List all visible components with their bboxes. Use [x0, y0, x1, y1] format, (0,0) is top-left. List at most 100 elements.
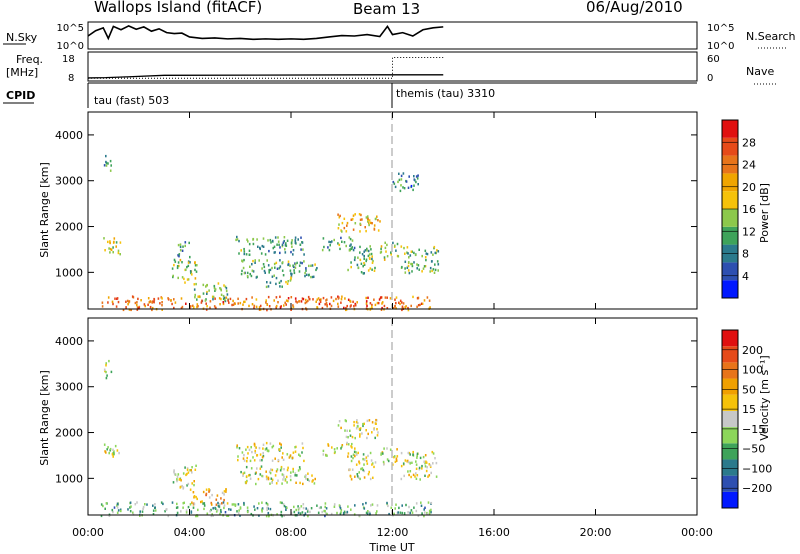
velocity-cell: [243, 503, 245, 506]
velocity-cell: [339, 507, 342, 510]
power-cell: [361, 218, 363, 221]
velocity-cell: [358, 462, 361, 465]
power-cell: [202, 292, 205, 295]
velocity-cell: [173, 469, 175, 472]
power-cell: [285, 244, 288, 247]
power-cell: [205, 285, 207, 288]
power-cell: [338, 243, 341, 247]
velocity-cell: [286, 453, 289, 456]
power-cell: [348, 249, 351, 252]
velocity-cell: [357, 451, 359, 455]
power-cell: [395, 296, 398, 299]
velocity-cell: [350, 445, 352, 448]
velocity-cell: [414, 475, 416, 478]
power-cell: [370, 248, 372, 251]
power-cell: [410, 304, 412, 308]
velocity-cell: [113, 450, 115, 453]
velocity-cell: [104, 450, 106, 453]
power-cell: [359, 230, 361, 233]
velocity-cell: [191, 482, 193, 485]
power-cell: [290, 250, 292, 254]
power-cell: [301, 261, 303, 265]
power-ytick-label: 2000: [55, 221, 83, 234]
power-cell: [253, 304, 256, 308]
power-cell: [409, 254, 412, 257]
power-cell: [415, 180, 417, 184]
power-cell: [223, 296, 226, 300]
power-cell: [337, 305, 340, 308]
velocity-cell: [426, 466, 428, 469]
power-cell: [236, 235, 238, 239]
power-cell: [312, 298, 314, 301]
power-cell: [214, 297, 216, 300]
velocity-cell: [325, 507, 328, 510]
velocity-cell: [116, 449, 119, 452]
velocity-cell: [368, 511, 371, 514]
velocity-cell: [396, 455, 399, 458]
velocity-cell: [192, 491, 195, 494]
power-cell: [415, 175, 418, 178]
velocity-cell: [360, 467, 362, 471]
power-cell: [273, 274, 275, 277]
velocity-cell: [212, 507, 214, 510]
velocity-cell: [253, 442, 256, 446]
power-cell: [264, 271, 266, 274]
power-cell: [353, 258, 356, 262]
power-cell: [345, 230, 348, 233]
velocity-cell: [291, 456, 294, 459]
power-cell: [407, 306, 409, 310]
power-colorbar-segment: [722, 137, 738, 156]
power-cell: [432, 253, 434, 256]
velocity-cell: [294, 446, 296, 449]
power-cell: [287, 280, 289, 283]
velocity-cell: [254, 472, 257, 475]
power-cell: [304, 274, 306, 278]
velocity-cell: [226, 514, 228, 517]
velocity-cell: [363, 422, 365, 425]
velocity-cell: [185, 509, 188, 512]
power-cell: [363, 272, 365, 275]
velocity-cell: [274, 457, 276, 460]
velocity-cell: [176, 502, 178, 506]
power-cell: [403, 187, 406, 190]
velocity-cell: [299, 467, 301, 471]
velocity-cell: [374, 436, 376, 440]
velocity-cell: [293, 505, 295, 509]
velocity-cell: [342, 512, 345, 515]
power-cell: [161, 304, 163, 307]
velocity-cell: [184, 466, 186, 469]
power-cell: [368, 221, 370, 225]
velocity-cell: [400, 477, 403, 481]
power-cell: [196, 264, 198, 267]
velocity-cell: [190, 469, 192, 472]
power-cell: [104, 249, 106, 252]
velocity-cell: [283, 504, 286, 508]
power-cell: [279, 285, 281, 288]
velocity-cell: [176, 506, 179, 509]
power-cell: [101, 305, 104, 308]
power-cell: [279, 246, 281, 249]
power-cell: [417, 183, 419, 186]
power-cell: [363, 254, 365, 258]
power-cell: [209, 300, 212, 303]
power-cell: [404, 271, 407, 274]
power-cell: [276, 243, 278, 246]
velocity-cell: [416, 452, 419, 455]
velocity-cell: [340, 447, 342, 450]
velocity-cell: [356, 453, 358, 456]
power-cell: [403, 246, 405, 250]
velocity-cell: [295, 445, 297, 449]
power-cell: [433, 245, 436, 249]
velocity-cell: [302, 506, 305, 510]
power-cell: [220, 293, 223, 296]
freq-label: Freq.: [16, 53, 43, 66]
power-cell: [371, 261, 374, 264]
power-cell: [301, 297, 304, 300]
velocity-cell: [269, 507, 272, 511]
velocity-cell: [191, 501, 193, 504]
velocity-cell: [290, 471, 292, 474]
power-cell: [293, 269, 295, 272]
velocity-cell: [373, 428, 375, 431]
power-cell: [341, 295, 343, 298]
power-cell: [294, 241, 297, 244]
